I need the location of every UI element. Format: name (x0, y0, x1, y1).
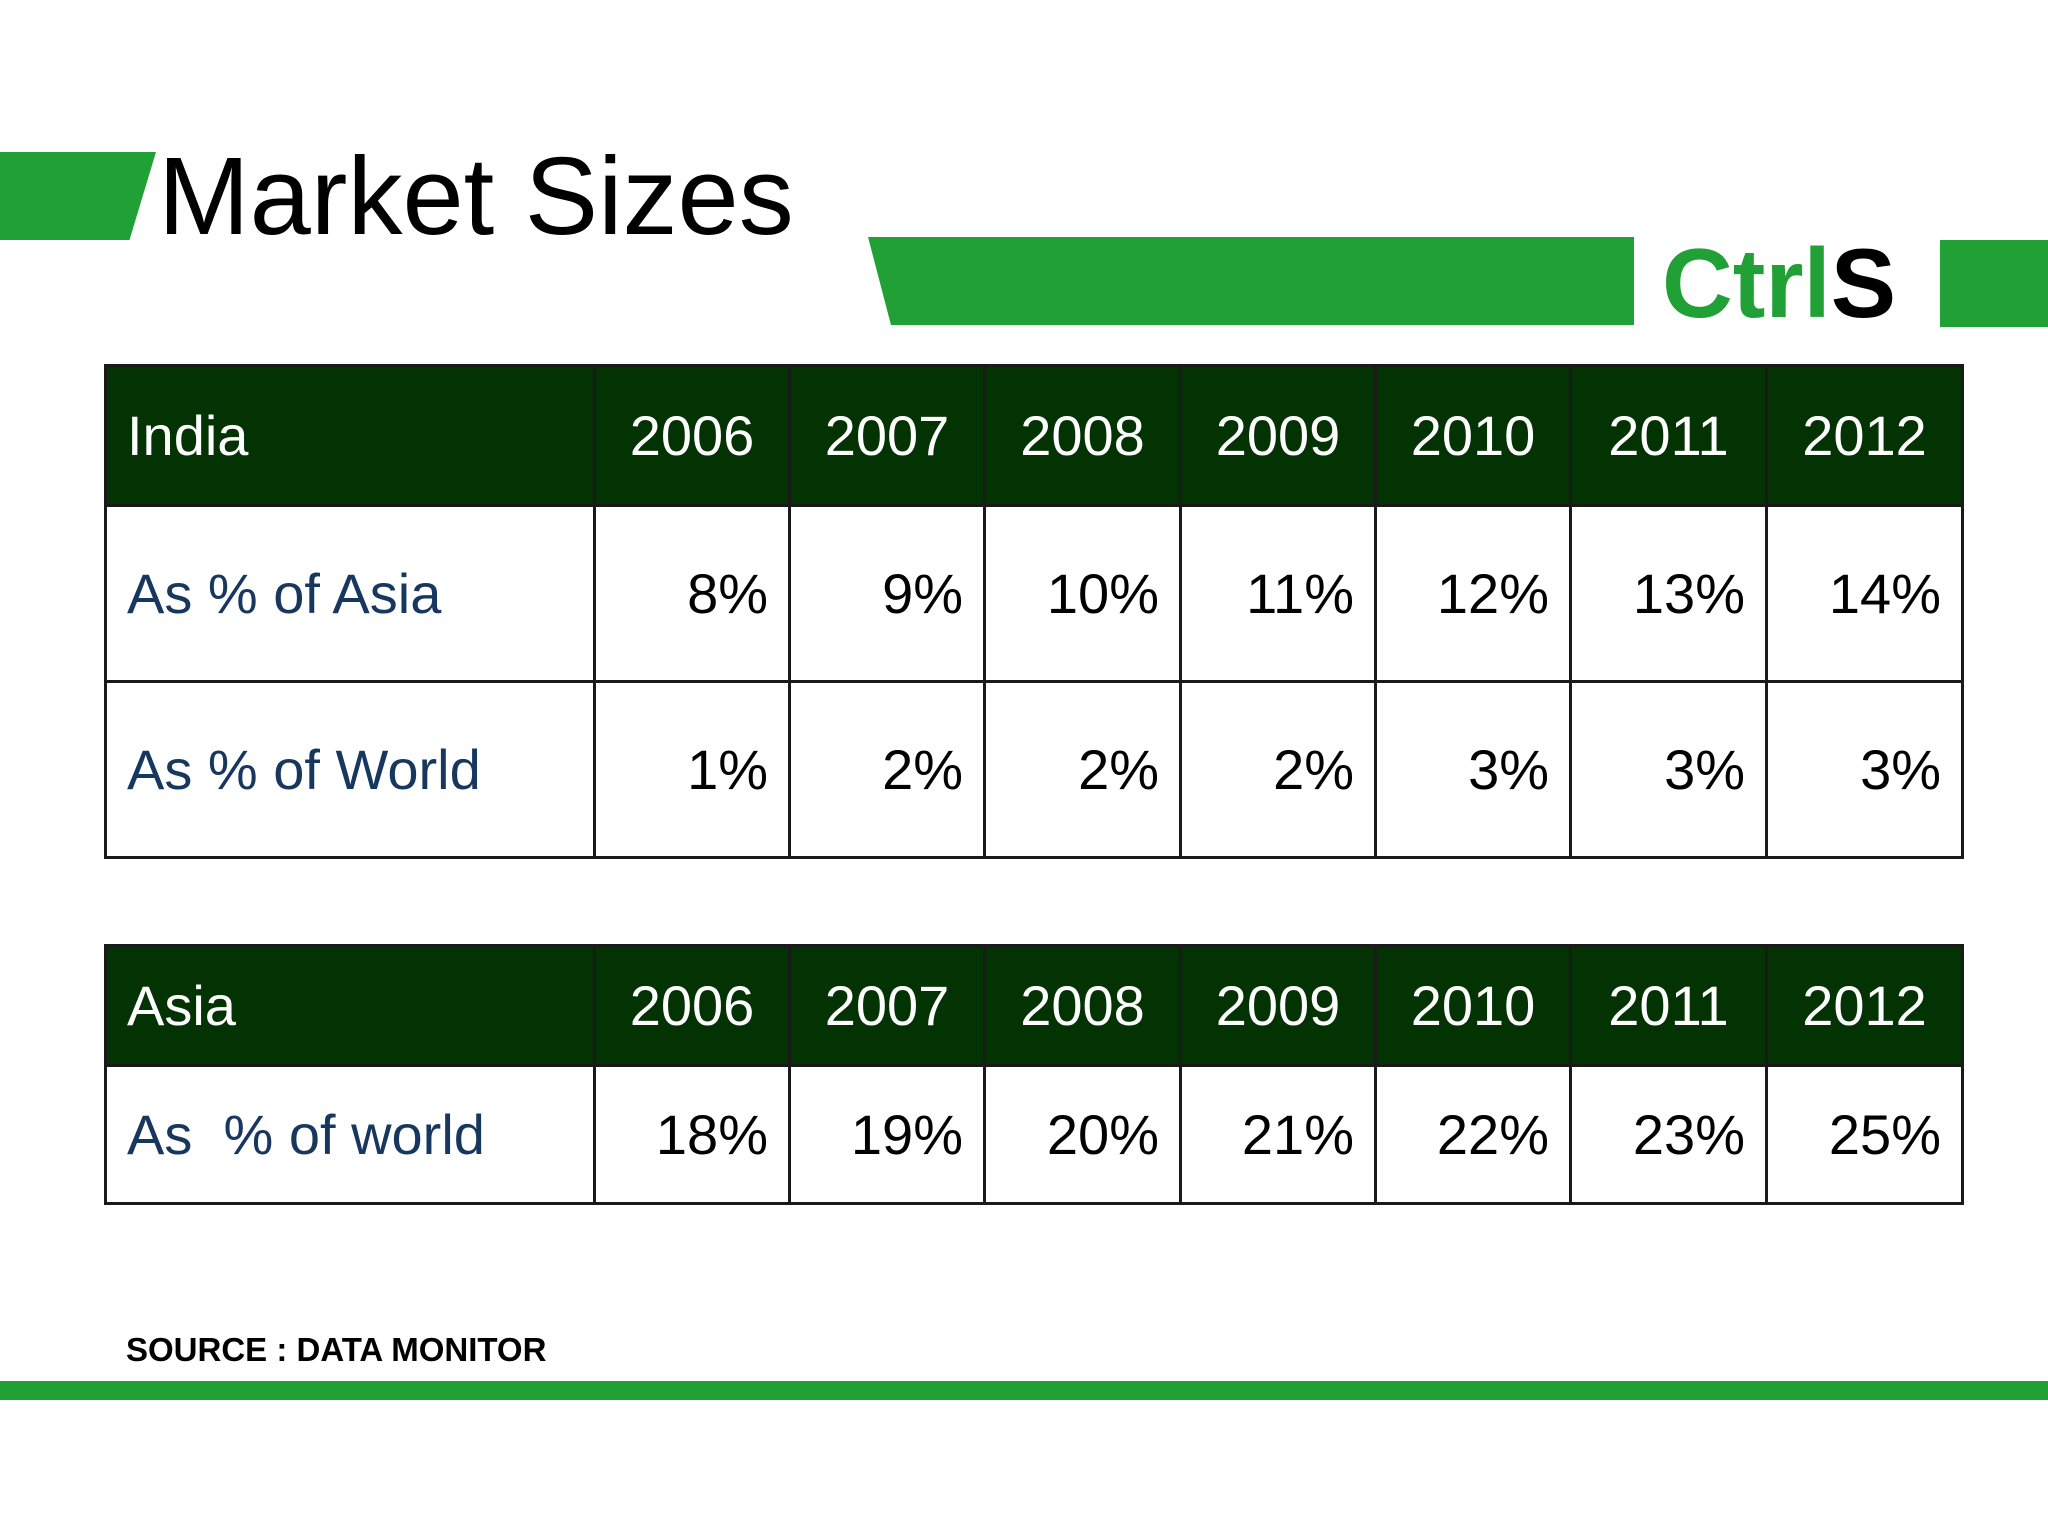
india-market-table: India 2006 2007 2008 2009 2010 2011 2012… (104, 364, 1964, 859)
header-year: 2010 (1374, 944, 1572, 1067)
table-cell: 3% (1374, 680, 1572, 859)
table-cell: 1% (593, 680, 791, 859)
header-year: 2006 (593, 944, 791, 1067)
table-cell: 3% (1569, 680, 1768, 859)
header-region-india: India (104, 364, 596, 507)
table-cell: 3% (1765, 680, 1964, 859)
table-cell: 21% (1179, 1064, 1377, 1205)
table-cell: 20% (983, 1064, 1182, 1205)
page-title: Market Sizes (158, 135, 794, 258)
header-year: 2009 (1179, 944, 1377, 1067)
table-row: As % of world 18% 19% 20% 21% 22% 23% 25… (104, 1064, 1964, 1205)
table-cell: 23% (1569, 1064, 1768, 1205)
table-row: As % of World 1% 2% 2% 2% 3% 3% 3% (104, 680, 1964, 859)
table-cell: 22% (1374, 1064, 1572, 1205)
header-year: 2006 (593, 364, 791, 507)
logo-text-s: S (1830, 228, 1897, 338)
table-cell: 2% (1179, 680, 1377, 859)
table-cell: 25% (1765, 1064, 1964, 1205)
table-row: As % of Asia 8% 9% 10% 11% 12% 13% 14% (104, 504, 1964, 683)
logo-accent-bar (1940, 240, 2048, 327)
header-year: 2011 (1569, 944, 1768, 1067)
ctrls-logo: CtrlS (1662, 226, 1896, 340)
table-cell: 8% (593, 504, 791, 683)
header-year: 2012 (1765, 944, 1964, 1067)
table-cell: 14% (1765, 504, 1964, 683)
header-year: 2007 (788, 944, 986, 1067)
header-year: 2009 (1179, 364, 1377, 507)
table-cell: 9% (788, 504, 986, 683)
table-header-row: Asia 2006 2007 2008 2009 2010 2011 2012 (104, 944, 1964, 1067)
header-year: 2010 (1374, 364, 1572, 507)
header-year: 2008 (983, 364, 1182, 507)
row-label-as-percent-of-world: As % of World (104, 680, 596, 859)
header-year: 2012 (1765, 364, 1964, 507)
footer-accent-line (0, 1381, 2048, 1400)
table-cell: 19% (788, 1064, 986, 1205)
table-cell: 11% (1179, 504, 1377, 683)
source-note: SOURCE : DATA MONITOR (126, 1331, 547, 1368)
header-year: 2007 (788, 364, 986, 507)
header-region-asia: Asia (104, 944, 596, 1067)
table-cell: 12% (1374, 504, 1572, 683)
table-cell: 2% (983, 680, 1182, 859)
row-label-as-percent-of-world: As % of world (104, 1064, 596, 1205)
table-cell: 18% (593, 1064, 791, 1205)
table-header-row: India 2006 2007 2008 2009 2010 2011 2012 (104, 364, 1964, 507)
table-cell: 13% (1569, 504, 1768, 683)
row-label-as-percent-of-asia: As % of Asia (104, 504, 596, 683)
table-cell: 10% (983, 504, 1182, 683)
table-cell: 2% (788, 680, 986, 859)
asia-market-table: Asia 2006 2007 2008 2009 2010 2011 2012 … (104, 944, 1964, 1205)
logo-text-ctrl: Ctrl (1662, 228, 1831, 338)
title-accent-bar (0, 152, 156, 240)
header-year: 2008 (983, 944, 1182, 1067)
header-year: 2011 (1569, 364, 1768, 507)
header-accent-bar (868, 237, 1634, 325)
